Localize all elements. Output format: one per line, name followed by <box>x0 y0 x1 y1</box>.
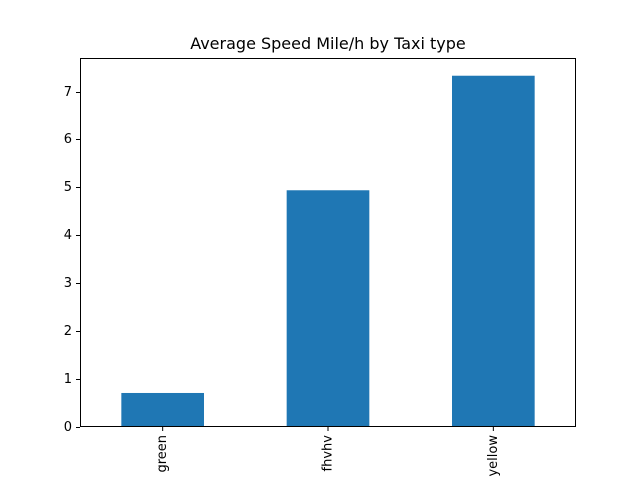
y-tick-label: 2 <box>64 324 72 339</box>
chart-title: Average Speed Mile/h by Taxi type <box>190 34 466 53</box>
bar-yellow <box>452 75 535 427</box>
bar-fhvhv <box>286 190 370 427</box>
bar-green <box>121 392 204 427</box>
y-tick-label: 5 <box>64 180 72 195</box>
x-tick-label: green <box>155 435 170 473</box>
y-tick-label: 6 <box>64 132 72 147</box>
plot-frame <box>80 58 576 427</box>
y-tick-label: 0 <box>64 420 72 435</box>
y-axis: 0 1 2 3 4 5 6 7 <box>64 85 80 435</box>
x-axis: green fhvhv yellow <box>155 427 501 477</box>
bars-group <box>121 75 535 427</box>
y-tick-label: 3 <box>64 276 72 291</box>
y-tick-label: 1 <box>64 372 72 387</box>
y-tick-label: 4 <box>64 228 72 243</box>
y-tick-label: 7 <box>64 85 72 100</box>
x-tick-label: fhvhv <box>321 435 336 472</box>
x-tick-label: yellow <box>486 435 501 477</box>
